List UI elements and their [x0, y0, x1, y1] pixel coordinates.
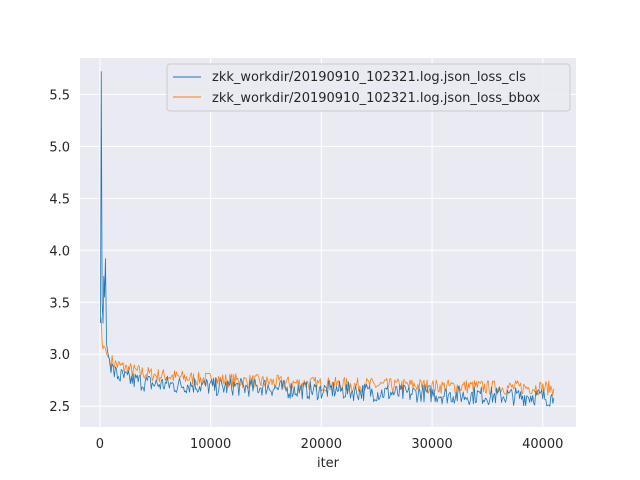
legend-label-bbox: zkk_workdir/20190910_102321.log.json_los…	[212, 91, 541, 106]
x-tick-label: 0	[96, 437, 104, 452]
legend-label-cls: zkk_workdir/20190910_102321.log.json_los…	[212, 70, 526, 85]
series-line-loss-cls	[100, 71, 555, 407]
x-tick-label: 30000	[411, 437, 452, 452]
x-tick-label: 40000	[522, 437, 563, 452]
y-tick-label: 5.0	[49, 140, 70, 155]
y-tick-label: 4.0	[49, 244, 70, 259]
x-tick-label: 20000	[301, 437, 342, 452]
legend: zkk_workdir/20190910_102321.log.json_los…	[166, 63, 571, 112]
series-layer	[100, 71, 555, 407]
x-axis-ticks: 0 10000 20000 30000 40000	[96, 437, 564, 452]
x-tick-label: 10000	[190, 437, 231, 452]
x-axis-label: iter	[317, 456, 340, 471]
grid-lines	[80, 58, 576, 427]
y-tick-label: 4.5	[49, 192, 70, 207]
series-line-loss-bbox	[100, 317, 555, 396]
y-tick-label: 3.5	[49, 296, 70, 311]
y-tick-label: 3.0	[49, 348, 70, 363]
y-tick-label: 5.5	[49, 88, 70, 103]
plot-background	[80, 58, 576, 427]
legend-box	[166, 63, 571, 112]
y-axis-ticks: 2.5 3.0 3.5 4.0 4.5 5.0 5.5	[49, 88, 70, 415]
y-tick-label: 2.5	[49, 400, 70, 415]
